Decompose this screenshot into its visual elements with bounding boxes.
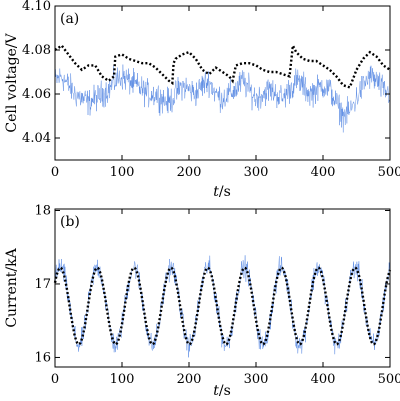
panel-b-x-axis-label: t/s xyxy=(213,383,231,399)
panel-a-voltage: (a) 0 100 200 300 400 500 4.04 4.06 4.08 4.10 t/… xyxy=(4,0,400,200)
series-measured-line xyxy=(54,255,391,358)
x-tick-label: 100 xyxy=(110,372,135,387)
y-tick-label: 18 xyxy=(34,203,51,218)
panel-a-x-axis-label-unit: /s xyxy=(219,184,231,200)
y-tick-label: 4.04 xyxy=(22,131,51,146)
panel-b-current: (b) 0 100 200 300 400 500 16 17 18 t/s Current/… xyxy=(4,203,400,399)
panel-a-x-axis-label-variable: t xyxy=(213,184,219,200)
panel-b-y-axis-label: Current/kA xyxy=(4,247,20,327)
x-tick-label: 200 xyxy=(177,372,202,387)
x-tick-label: 200 xyxy=(177,165,202,180)
panel-a-y-axis-label: Cell voltage/V xyxy=(4,32,20,132)
series-measured-line xyxy=(54,64,391,133)
y-tick-label: 4.06 xyxy=(22,87,51,102)
x-tick-label: 0 xyxy=(51,165,59,180)
x-tick-label: 400 xyxy=(311,165,336,180)
panel-b-label: (b) xyxy=(60,214,80,230)
panel-a-label: (a) xyxy=(60,11,79,27)
x-tick-label: 300 xyxy=(244,165,269,180)
panel-a-frame xyxy=(54,5,391,161)
x-tick-label: 500 xyxy=(378,165,400,180)
x-tick-label: 100 xyxy=(110,165,135,180)
panel-b-x-axis-label-variable: t xyxy=(213,383,219,399)
panel-b-x-ticks: 0 100 200 300 400 500 xyxy=(51,209,400,387)
panel-a-y-ticks: 4.04 4.06 4.08 4.10 xyxy=(22,0,390,146)
x-tick-label: 500 xyxy=(378,372,400,387)
panel-a-plot-area xyxy=(54,41,391,133)
series-fitted-dotted-line xyxy=(54,41,391,89)
panel-b-x-axis-label-unit: /s xyxy=(219,383,231,399)
y-tick-label: 17 xyxy=(34,277,51,292)
y-tick-label: 4.08 xyxy=(22,43,51,58)
panel-b-frame xyxy=(54,208,391,368)
panel-a-x-ticks: 0 100 200 300 400 500 xyxy=(51,6,400,180)
panel-b-plot-area xyxy=(53,255,392,358)
y-tick-label: 4.10 xyxy=(22,0,51,14)
panel-b-y-ticks: 16 17 18 xyxy=(34,203,390,365)
x-tick-label: 300 xyxy=(244,372,269,387)
y-tick-label: 16 xyxy=(34,350,51,365)
panel-a-x-axis-label: t/s xyxy=(213,184,231,200)
x-tick-label: 0 xyxy=(51,372,59,387)
x-tick-label: 400 xyxy=(311,372,336,387)
series-fitted-dotted-line xyxy=(53,266,392,346)
